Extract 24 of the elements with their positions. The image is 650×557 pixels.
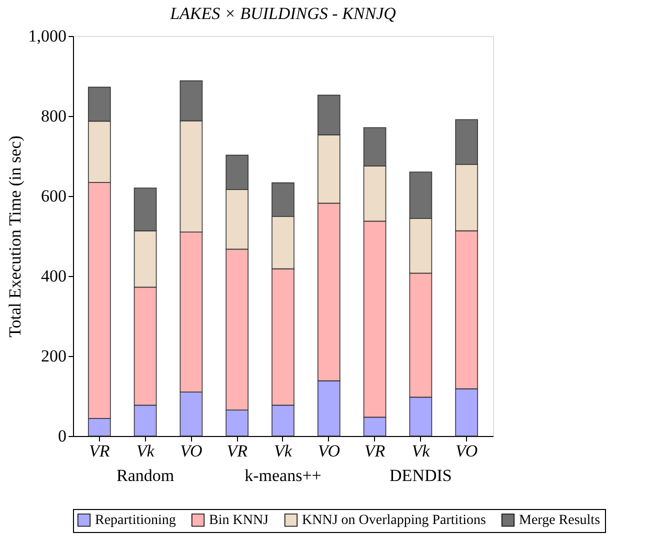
y-tick-label: 600 — [41, 186, 66, 206]
x-tick-label: VO — [180, 442, 202, 460]
x-tick-label: VO — [318, 442, 340, 460]
x-tick-label: VR — [364, 442, 386, 460]
text: Random — [116, 466, 174, 485]
x-tick-label: VO — [456, 442, 478, 460]
y-tick-label: 200 — [41, 346, 66, 366]
y-tick-label: 1,000 — [28, 26, 66, 46]
x-tick-label: Vk — [412, 442, 430, 460]
x-tick-label: VR — [89, 442, 110, 460]
legend-label: KNNJ on Overlapping Partitions — [302, 513, 486, 528]
x-tick-label: Vk — [274, 442, 292, 460]
y-tick-label: 400 — [41, 266, 66, 286]
legend-label: Merge Results — [519, 513, 600, 528]
text: k-means++ — [244, 466, 322, 485]
y-tick-label: 0 — [58, 426, 66, 446]
chart-title: LAKES × BUILDINGS - KNNJQ — [169, 4, 396, 23]
legend-label: Bin KNNJ — [209, 513, 270, 528]
y-tick-label: 800 — [41, 106, 66, 126]
text: DENDIS — [390, 466, 452, 485]
y-axis-title: Total Execution Time (in sec) — [5, 136, 24, 338]
x-tick-label: Vk — [136, 442, 155, 460]
x-tick-label: VR — [226, 442, 248, 460]
legend-label: Repartitioning — [95, 513, 176, 528]
